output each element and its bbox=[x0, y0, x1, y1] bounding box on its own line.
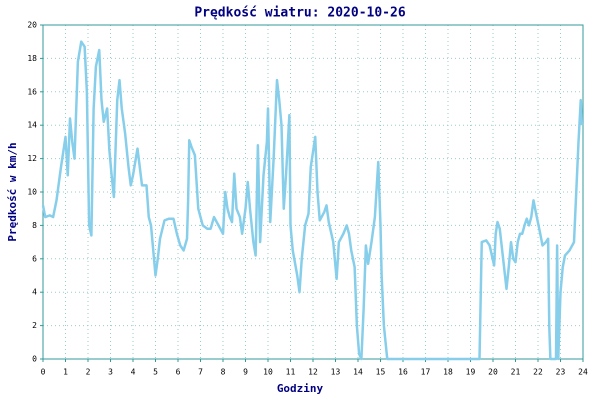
x-tick-label: 23 bbox=[556, 368, 566, 377]
x-tick-label: 14 bbox=[353, 368, 363, 377]
y-tick-label: 4 bbox=[32, 288, 37, 297]
y-tick-label: 18 bbox=[27, 54, 37, 63]
x-tick-label: 11 bbox=[286, 368, 296, 377]
x-tick-label: 7 bbox=[198, 368, 203, 377]
chart-title: Prędkość wiatru: 2020-10-26 bbox=[194, 6, 405, 21]
x-tick-label: 20 bbox=[488, 368, 498, 377]
x-tick-label: 19 bbox=[466, 368, 476, 377]
y-tick-label: 2 bbox=[32, 321, 37, 330]
x-tick-label: 22 bbox=[533, 368, 543, 377]
x-tick-label: 10 bbox=[263, 368, 273, 377]
x-tick-label: 21 bbox=[511, 368, 521, 377]
x-tick-label: 9 bbox=[243, 368, 248, 377]
y-tick-label: 14 bbox=[27, 121, 37, 130]
x-tick-label: 18 bbox=[443, 368, 453, 377]
x-tick-label: 4 bbox=[131, 368, 136, 377]
x-tick-label: 8 bbox=[221, 368, 226, 377]
x-tick-label: 5 bbox=[153, 368, 158, 377]
x-tick-label: 6 bbox=[176, 368, 181, 377]
x-tick-label: 12 bbox=[308, 368, 318, 377]
y-tick-label: 10 bbox=[27, 188, 37, 197]
x-tick-label: 17 bbox=[421, 368, 431, 377]
x-tick-label: 15 bbox=[376, 368, 386, 377]
y-axis-label: Prędkość w km/h bbox=[6, 142, 19, 241]
y-tick-label: 8 bbox=[32, 221, 37, 230]
x-axis-label: Godziny bbox=[277, 382, 324, 395]
x-tick-label: 13 bbox=[331, 368, 341, 377]
x-tick-label: 3 bbox=[108, 368, 113, 377]
x-tick-label: 0 bbox=[41, 368, 46, 377]
y-tick-label: 20 bbox=[27, 21, 37, 30]
y-tick-label: 12 bbox=[27, 154, 37, 163]
x-tick-label: 24 bbox=[578, 368, 588, 377]
y-tick-label: 0 bbox=[32, 355, 37, 364]
y-tick-label: 6 bbox=[32, 254, 37, 263]
x-tick-label: 16 bbox=[398, 368, 408, 377]
x-tick-label: 1 bbox=[63, 368, 68, 377]
x-tick-label: 2 bbox=[86, 368, 91, 377]
wind-line bbox=[41, 40, 584, 361]
y-tick-label: 16 bbox=[27, 87, 37, 96]
